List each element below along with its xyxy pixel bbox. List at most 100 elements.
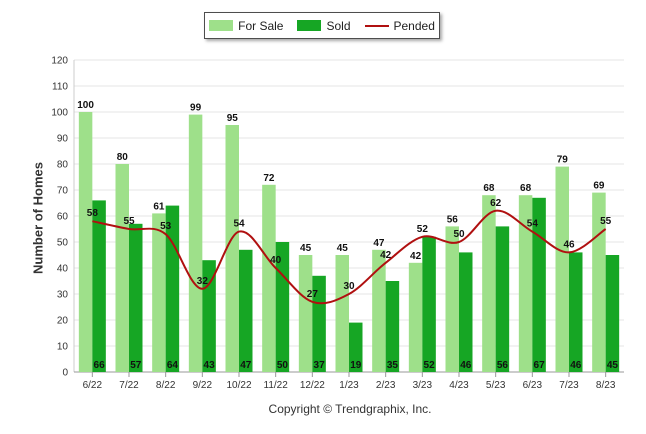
bar-for-sale — [408, 262, 423, 372]
label-for-sale: 45 — [300, 243, 312, 254]
label-for-sale: 95 — [227, 113, 239, 124]
label-pended: 55 — [600, 216, 612, 227]
legend-item-sold[interactable]: Sold — [297, 18, 351, 33]
label-pended: 58 — [87, 208, 99, 219]
bar-for-sale — [335, 255, 349, 372]
legend-swatch-for-sale — [209, 20, 234, 31]
y-tick-label: 90 — [57, 134, 69, 145]
label-pended: 42 — [380, 250, 392, 261]
y-tick-label: 20 — [57, 316, 69, 327]
x-tick-label: 5/23 — [486, 380, 506, 391]
label-sold: 45 — [607, 360, 619, 371]
legend-swatch-pended — [364, 24, 389, 27]
bar-sold — [129, 223, 143, 372]
label-pended: 54 — [233, 219, 245, 230]
bar-sold — [459, 252, 473, 372]
label-sold: 46 — [570, 360, 582, 371]
x-tick-label: 1/23 — [339, 380, 359, 391]
label-pended: 62 — [490, 198, 502, 209]
bar-for-sale — [152, 213, 166, 372]
y-tick-label: 100 — [51, 108, 68, 119]
label-sold: 47 — [240, 360, 252, 371]
label-sold: 50 — [277, 360, 289, 371]
label-pended: 27 — [307, 289, 319, 300]
label-sold: 19 — [350, 360, 362, 371]
bar-for-sale — [298, 255, 313, 372]
y-tick-label: 10 — [57, 342, 69, 353]
label-for-sale: 56 — [447, 214, 459, 225]
bar-for-sale — [482, 195, 496, 372]
label-pended: 53 — [160, 221, 172, 232]
label-for-sale: 68 — [483, 183, 495, 194]
label-pended: 40 — [270, 255, 282, 266]
x-tick-label: 12/22 — [300, 380, 325, 391]
label-for-sale: 47 — [373, 238, 385, 249]
label-sold: 52 — [424, 360, 436, 371]
x-tick-label: 7/23 — [559, 380, 579, 391]
bar-sold — [239, 249, 253, 372]
bar-sold — [422, 236, 436, 372]
x-tick-label: 11/22 — [264, 380, 289, 391]
label-sold: 37 — [314, 360, 326, 371]
x-tick-label: 7/22 — [119, 380, 139, 391]
label-pended: 50 — [453, 229, 465, 240]
label-for-sale: 68 — [520, 183, 532, 194]
label-for-sale: 61 — [153, 201, 165, 212]
x-tick-label: 3/23 — [413, 380, 433, 391]
x-tick-label: 8/22 — [156, 380, 176, 391]
label-for-sale: 99 — [190, 103, 202, 114]
legend-label-sold: Sold — [326, 18, 351, 33]
label-sold: 57 — [130, 360, 142, 371]
label-pended: 54 — [527, 219, 539, 230]
bar-sold — [569, 252, 583, 372]
label-pended: 52 — [417, 224, 429, 235]
label-for-sale: 45 — [337, 243, 349, 254]
legend-label-pended: Pended — [393, 18, 435, 33]
x-tick-label: 2/23 — [376, 380, 396, 391]
label-for-sale: 80 — [117, 152, 129, 163]
bar-sold — [495, 226, 510, 372]
copyright-text: Copyright © Trendgraphix, Inc. — [268, 402, 432, 416]
label-for-sale: 69 — [593, 181, 605, 192]
bar-for-sale — [188, 114, 203, 372]
y-tick-label: 110 — [52, 82, 68, 93]
bar-sold — [532, 197, 546, 372]
x-tick-label: 9/22 — [193, 380, 213, 391]
x-tick-label: 6/22 — [83, 380, 103, 391]
bar-for-sale — [518, 195, 533, 372]
bar-for-sale — [555, 166, 569, 372]
legend: For Sale Sold Pended — [204, 12, 440, 39]
y-tick-label: 80 — [57, 160, 69, 171]
label-for-sale: 72 — [263, 173, 275, 184]
label-for-sale: 79 — [557, 155, 569, 166]
label-sold: 46 — [460, 360, 472, 371]
legend-item-for-sale[interactable]: For Sale — [209, 19, 283, 33]
label-pended: 32 — [197, 276, 209, 287]
bar-sold — [349, 322, 363, 372]
bar-sold — [92, 200, 106, 372]
x-tick-label: 4/23 — [449, 380, 469, 391]
label-sold: 67 — [534, 360, 546, 371]
x-tick-label: 10/22 — [226, 380, 251, 391]
label-for-sale: 100 — [77, 100, 94, 111]
y-tick-label: 0 — [62, 368, 68, 379]
bar-for-sale — [225, 125, 239, 372]
bar-sold — [605, 255, 620, 372]
y-tick-label: 50 — [57, 238, 69, 249]
bar-sold — [275, 242, 290, 372]
bar-for-sale — [445, 226, 459, 372]
label-pended: 30 — [343, 281, 355, 292]
y-tick-label: 70 — [57, 186, 69, 197]
y-tick-label: 40 — [57, 264, 69, 275]
label-pended: 46 — [563, 239, 575, 250]
label-sold: 64 — [167, 360, 179, 371]
label-for-sale: 42 — [410, 251, 422, 262]
label-sold: 43 — [204, 360, 216, 371]
bar-for-sale — [262, 184, 276, 372]
bar-for-sale — [372, 249, 386, 372]
legend-item-pended[interactable]: Pended — [364, 18, 435, 33]
bar-sold — [385, 281, 400, 372]
label-sold: 66 — [94, 360, 106, 371]
y-tick-label: 30 — [57, 290, 69, 301]
